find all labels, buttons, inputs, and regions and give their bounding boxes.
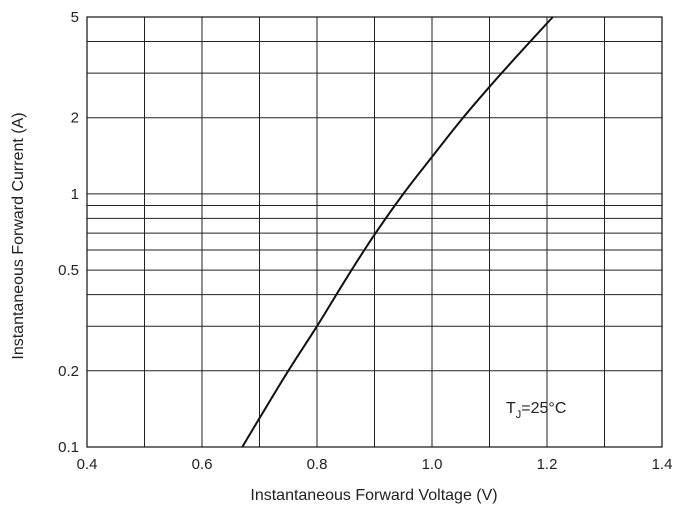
x-tick-label: 0.4: [77, 456, 98, 473]
y-tick-label: 0.2: [58, 363, 79, 380]
x-axis-title: Instantaneous Forward Voltage (V): [250, 487, 497, 504]
y-tick-label: 5: [71, 9, 79, 26]
grid-lines: [87, 17, 662, 447]
x-tick-label: 0.6: [192, 456, 213, 473]
x-tick-label: 0.8: [307, 456, 328, 473]
y-tick-label: 2: [71, 110, 79, 127]
x-tick-label: 1.2: [537, 456, 558, 473]
x-tick-labels: 0.4 0.6 0.8 1.0 1.2 1.4: [77, 456, 673, 473]
annotation-sub: J: [516, 409, 522, 421]
y-tick-label: 0.5: [58, 262, 79, 279]
x-tick-label: 1.4: [652, 456, 673, 473]
plot-frame: [86, 16, 663, 448]
forward-characteristic-line: [241, 16, 554, 448]
x-tick-label: 1.0: [422, 456, 443, 473]
y-tick-labels: 0.1 0.2 0.5 1 2 5: [58, 9, 79, 456]
junction-temperature-label: TJ=25°C: [506, 400, 566, 421]
y-tick-label: 0.1: [58, 439, 79, 456]
y-axis-title: Instantaneous Forward Current (A): [10, 112, 27, 359]
y-tick-label: 1: [71, 186, 79, 203]
annotation-rest: =25°C: [521, 400, 566, 417]
annotation-main: T: [506, 400, 516, 417]
